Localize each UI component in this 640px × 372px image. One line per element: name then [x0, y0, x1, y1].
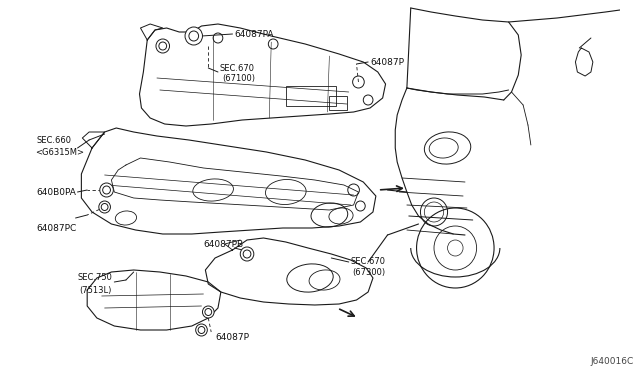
Text: (7513L): (7513L): [79, 285, 112, 295]
Circle shape: [156, 39, 170, 53]
Circle shape: [99, 201, 111, 213]
Text: SEC.660: SEC.660: [37, 135, 72, 144]
Text: 64087PB: 64087PB: [204, 240, 244, 248]
Text: 64087PC: 64087PC: [37, 224, 77, 232]
Text: 64087P: 64087P: [215, 334, 249, 343]
Circle shape: [196, 324, 207, 336]
Circle shape: [202, 306, 214, 318]
Text: 640B0PA: 640B0PA: [37, 187, 77, 196]
Text: (67300): (67300): [353, 267, 386, 276]
Circle shape: [240, 247, 254, 261]
Text: 64087PA: 64087PA: [234, 29, 274, 38]
Text: 64087P: 64087P: [370, 58, 404, 67]
Text: <G6315M>: <G6315M>: [35, 148, 84, 157]
Circle shape: [100, 183, 113, 197]
Text: SEC.670: SEC.670: [351, 257, 386, 266]
Text: J640016C: J640016C: [591, 357, 634, 366]
Circle shape: [185, 27, 202, 45]
Text: SEC.670: SEC.670: [220, 64, 255, 73]
Text: (67100): (67100): [222, 74, 255, 83]
Text: SEC.750: SEC.750: [77, 273, 113, 282]
